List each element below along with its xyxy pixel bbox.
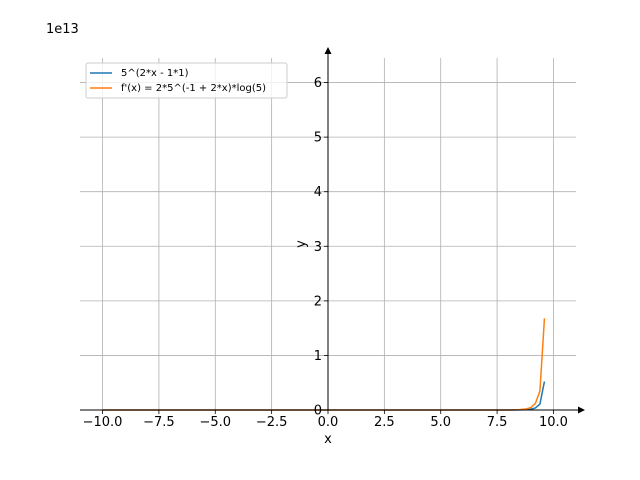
x-tick-label-0: −10.0 xyxy=(83,415,123,430)
x-tick-label-6: 5.0 xyxy=(430,415,451,430)
y-axis-label: y xyxy=(294,240,309,248)
y-tick-label-6: 6 xyxy=(314,76,322,91)
ticks: −10.0 −7.5 −5.0 −2.5 0.0 2.5 5.0 7.5 10.0 0 1 2 3 4 5 6 xyxy=(83,76,568,430)
x-tick-label-7: 7.5 xyxy=(487,415,508,430)
x-tick-label-5: 2.5 xyxy=(374,415,395,430)
x-axis-label: x xyxy=(324,432,332,447)
y-tick-label-2: 2 xyxy=(314,294,322,309)
y-tick-label-1: 1 xyxy=(314,349,322,364)
legend: 5^(2*x - 1*1) f'(x) = 2*5^(-1 + 2*x)*log… xyxy=(85,62,288,99)
x-tick-label-4: 0.0 xyxy=(318,415,339,430)
legend-entry-0: 5^(2*x - 1*1) xyxy=(121,68,189,79)
legend-box xyxy=(85,62,288,99)
y-offset-text: 1e13 xyxy=(46,22,79,37)
y-tick-label-4: 4 xyxy=(314,185,322,200)
x-axis-arrow xyxy=(578,406,585,414)
y-tick-label-5: 5 xyxy=(314,131,322,146)
legend-entry-1: f'(x) = 2*5^(-1 + 2*x)*log(5) xyxy=(121,83,266,94)
y-tick-label-0: 0 xyxy=(314,404,322,419)
axes xyxy=(80,47,585,414)
y-axis-arrow xyxy=(324,47,332,54)
x-tick-label-3: −2.5 xyxy=(256,415,288,430)
y-tick-label-3: 3 xyxy=(314,240,322,255)
x-tick-label-2: −5.0 xyxy=(199,415,231,430)
x-tick-label-1: −7.5 xyxy=(143,415,175,430)
x-tick-label-8: 10.0 xyxy=(539,415,568,430)
